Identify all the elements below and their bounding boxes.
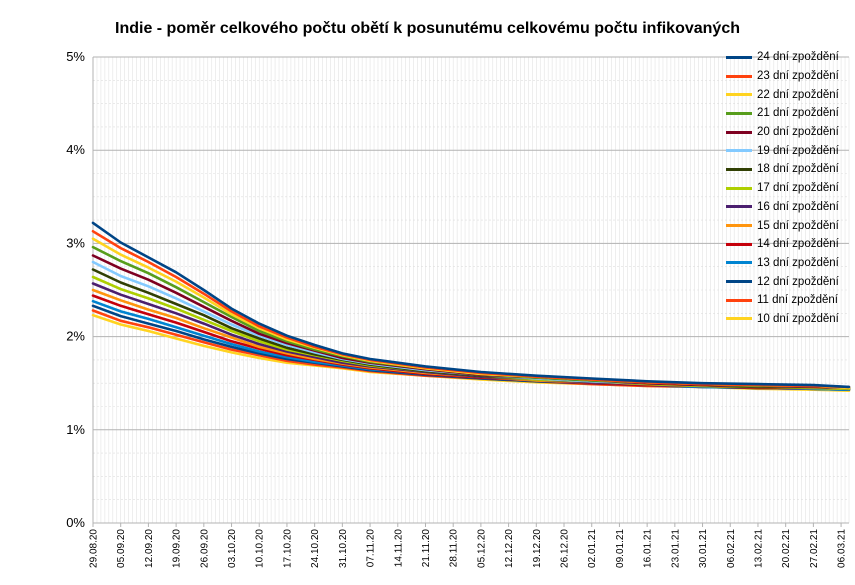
- x-tick-label: 31.10.20: [338, 529, 349, 568]
- legend-item: 16 dní zpoždění: [726, 198, 851, 217]
- x-tick-label: 28.11.20: [449, 529, 460, 568]
- legend-swatch: [726, 224, 752, 228]
- legend-item: 13 dní zpoždění: [726, 254, 851, 273]
- legend-item: 19 dní zpoždění: [726, 141, 851, 160]
- legend-swatch: [726, 205, 752, 209]
- legend-label: 10 dní zpoždění: [757, 312, 839, 325]
- series-line: [91, 221, 851, 389]
- legend-swatch: [726, 317, 752, 321]
- x-tick-label: 23.01.21: [670, 529, 681, 568]
- x-tick-label: 20.02.21: [781, 529, 792, 568]
- legend-swatch: [726, 55, 752, 59]
- y-tick-label: 1%: [66, 422, 85, 437]
- legend: 24 dní zpoždění 23 dní zpoždění 22 dní zpo…: [726, 48, 851, 328]
- legend-swatch: [726, 298, 752, 302]
- x-tick-label: 14.11.20: [393, 529, 404, 568]
- legend-item: 22 dní zpoždění: [726, 85, 851, 104]
- legend-swatch: [726, 280, 752, 284]
- x-tick-label: 19.09.20: [172, 529, 183, 568]
- x-tick-label: 26.09.20: [199, 529, 210, 568]
- x-tick-label: 16.01.21: [643, 529, 654, 568]
- legend-swatch: [726, 149, 752, 153]
- x-tick-label: 29.08.20: [89, 529, 100, 568]
- series-layer: [91, 221, 851, 392]
- legend-label: 14 dní zpoždění: [757, 238, 839, 251]
- x-tick-label: 07.11.20: [366, 529, 377, 568]
- x-tick-label: 30.01.21: [698, 529, 709, 568]
- y-tick-label: 4%: [66, 142, 85, 157]
- x-tick-label: 06.03.21: [837, 529, 848, 568]
- x-tick-label: 24.10.20: [310, 529, 321, 568]
- y-tick-label: 3%: [66, 235, 85, 250]
- legend-label: 18 dní zpoždění: [757, 163, 839, 176]
- legend-item: 10 dní zpoždění: [726, 310, 851, 329]
- legend-item: 20 dní zpoždění: [726, 123, 851, 142]
- legend-item: 24 dní zpoždění: [726, 48, 851, 67]
- legend-label: 20 dní zpoždění: [757, 126, 839, 139]
- legend-label: 13 dní zpoždění: [757, 256, 839, 269]
- legend-label: 21 dní zpoždění: [757, 107, 839, 120]
- x-tick-label: 17.10.20: [282, 529, 293, 568]
- x-tick-label: 21.11.20: [421, 529, 432, 568]
- x-tick-label: 12.12.20: [504, 529, 515, 568]
- y-tick-label: 0%: [66, 515, 85, 530]
- legend-label: 11 dní zpoždění: [757, 294, 838, 307]
- legend-item: 18 dní zpoždění: [726, 160, 851, 179]
- chart-title: Indie - poměr celkového počtu obětí k po…: [115, 20, 740, 37]
- x-tick-label: 03.10.20: [227, 529, 238, 568]
- legend-label: 23 dní zpoždění: [757, 70, 839, 83]
- axis-layer: 0% 1% 2% 3% 4% 5% 29.08.20 05.09.20 12.09.20 19.0…: [66, 49, 849, 568]
- x-tick-label: 27.02.21: [809, 529, 820, 568]
- legend-swatch: [726, 93, 752, 97]
- legend-label: 15 dní zpoždění: [757, 219, 839, 232]
- x-tick-label: 02.01.21: [587, 529, 598, 568]
- x-tick-label: 05.12.20: [476, 529, 487, 568]
- x-tick-label: 10.10.20: [255, 529, 266, 568]
- legend-swatch: [726, 74, 752, 78]
- x-tick-label: 26.12.20: [560, 529, 571, 568]
- legend-swatch: [726, 242, 752, 246]
- x-tick-label: 19.12.20: [532, 529, 543, 568]
- legend-swatch: [726, 111, 752, 115]
- x-tick-label: 12.09.20: [144, 529, 155, 568]
- grid-layer: [92, 56, 850, 524]
- legend-label: 19 dní zpoždění: [757, 144, 839, 157]
- y-tick-label: 2%: [66, 329, 85, 344]
- legend-swatch: [726, 130, 752, 134]
- legend-label: 16 dní zpoždění: [757, 200, 839, 213]
- x-tick-label: 05.09.20: [116, 529, 127, 568]
- legend-label: 12 dní zpoždění: [757, 275, 839, 288]
- legend-label: 22 dní zpoždění: [757, 88, 839, 101]
- legend-item: 12 dní zpoždění: [726, 272, 851, 291]
- legend-item: 21 dní zpoždění: [726, 104, 851, 123]
- legend-label: 17 dní zpoždění: [757, 182, 839, 195]
- legend-swatch: [726, 167, 752, 171]
- legend-label: 24 dní zpoždění: [757, 51, 839, 64]
- legend-item: 11 dní zpoždění: [726, 291, 851, 310]
- x-tick-label: 13.02.21: [753, 529, 764, 568]
- x-tick-label: 09.01.21: [615, 529, 626, 568]
- legend-item: 17 dní zpoždění: [726, 179, 851, 198]
- legend-item: 14 dní zpoždění: [726, 235, 851, 254]
- legend-swatch: [726, 261, 752, 265]
- legend-item: 15 dní zpoždění: [726, 216, 851, 235]
- legend-swatch: [726, 186, 752, 190]
- y-tick-label: 5%: [66, 49, 85, 64]
- x-tick-label: 06.02.21: [726, 529, 737, 568]
- legend-item: 23 dní zpoždění: [726, 67, 851, 86]
